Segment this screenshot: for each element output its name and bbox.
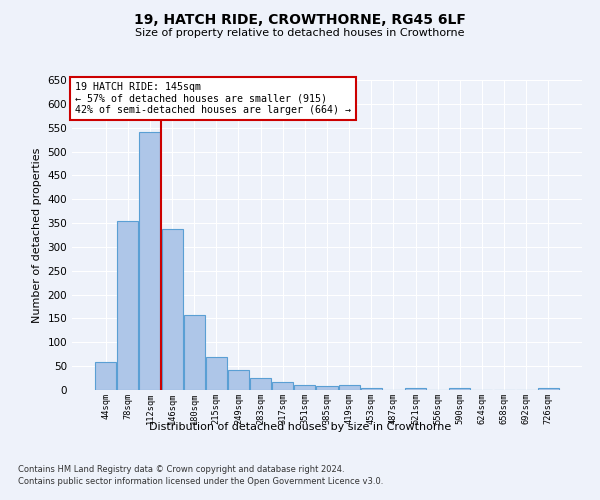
Bar <box>228 370 249 390</box>
Bar <box>361 388 382 390</box>
Text: 19 HATCH RIDE: 145sqm
← 57% of detached houses are smaller (915)
42% of semi-det: 19 HATCH RIDE: 145sqm ← 57% of detached … <box>74 82 350 115</box>
Text: Contains HM Land Registry data © Crown copyright and database right 2024.: Contains HM Land Registry data © Crown c… <box>18 465 344 474</box>
Bar <box>250 378 271 390</box>
Text: Size of property relative to detached houses in Crowthorne: Size of property relative to detached ho… <box>135 28 465 38</box>
Bar <box>449 388 470 390</box>
Bar <box>118 220 139 390</box>
Text: 19, HATCH RIDE, CROWTHORNE, RG45 6LF: 19, HATCH RIDE, CROWTHORNE, RG45 6LF <box>134 12 466 26</box>
Bar <box>184 315 205 390</box>
Bar <box>338 385 359 390</box>
Bar <box>538 388 559 390</box>
Y-axis label: Number of detached properties: Number of detached properties <box>32 148 42 322</box>
Bar <box>272 382 293 390</box>
Bar <box>206 356 227 390</box>
Text: Contains public sector information licensed under the Open Government Licence v3: Contains public sector information licen… <box>18 478 383 486</box>
Bar <box>95 362 116 390</box>
Text: Distribution of detached houses by size in Crowthorne: Distribution of detached houses by size … <box>149 422 451 432</box>
Bar <box>295 385 316 390</box>
Bar <box>316 386 338 390</box>
Bar <box>161 229 182 390</box>
Bar <box>405 388 426 390</box>
Bar <box>139 132 160 390</box>
